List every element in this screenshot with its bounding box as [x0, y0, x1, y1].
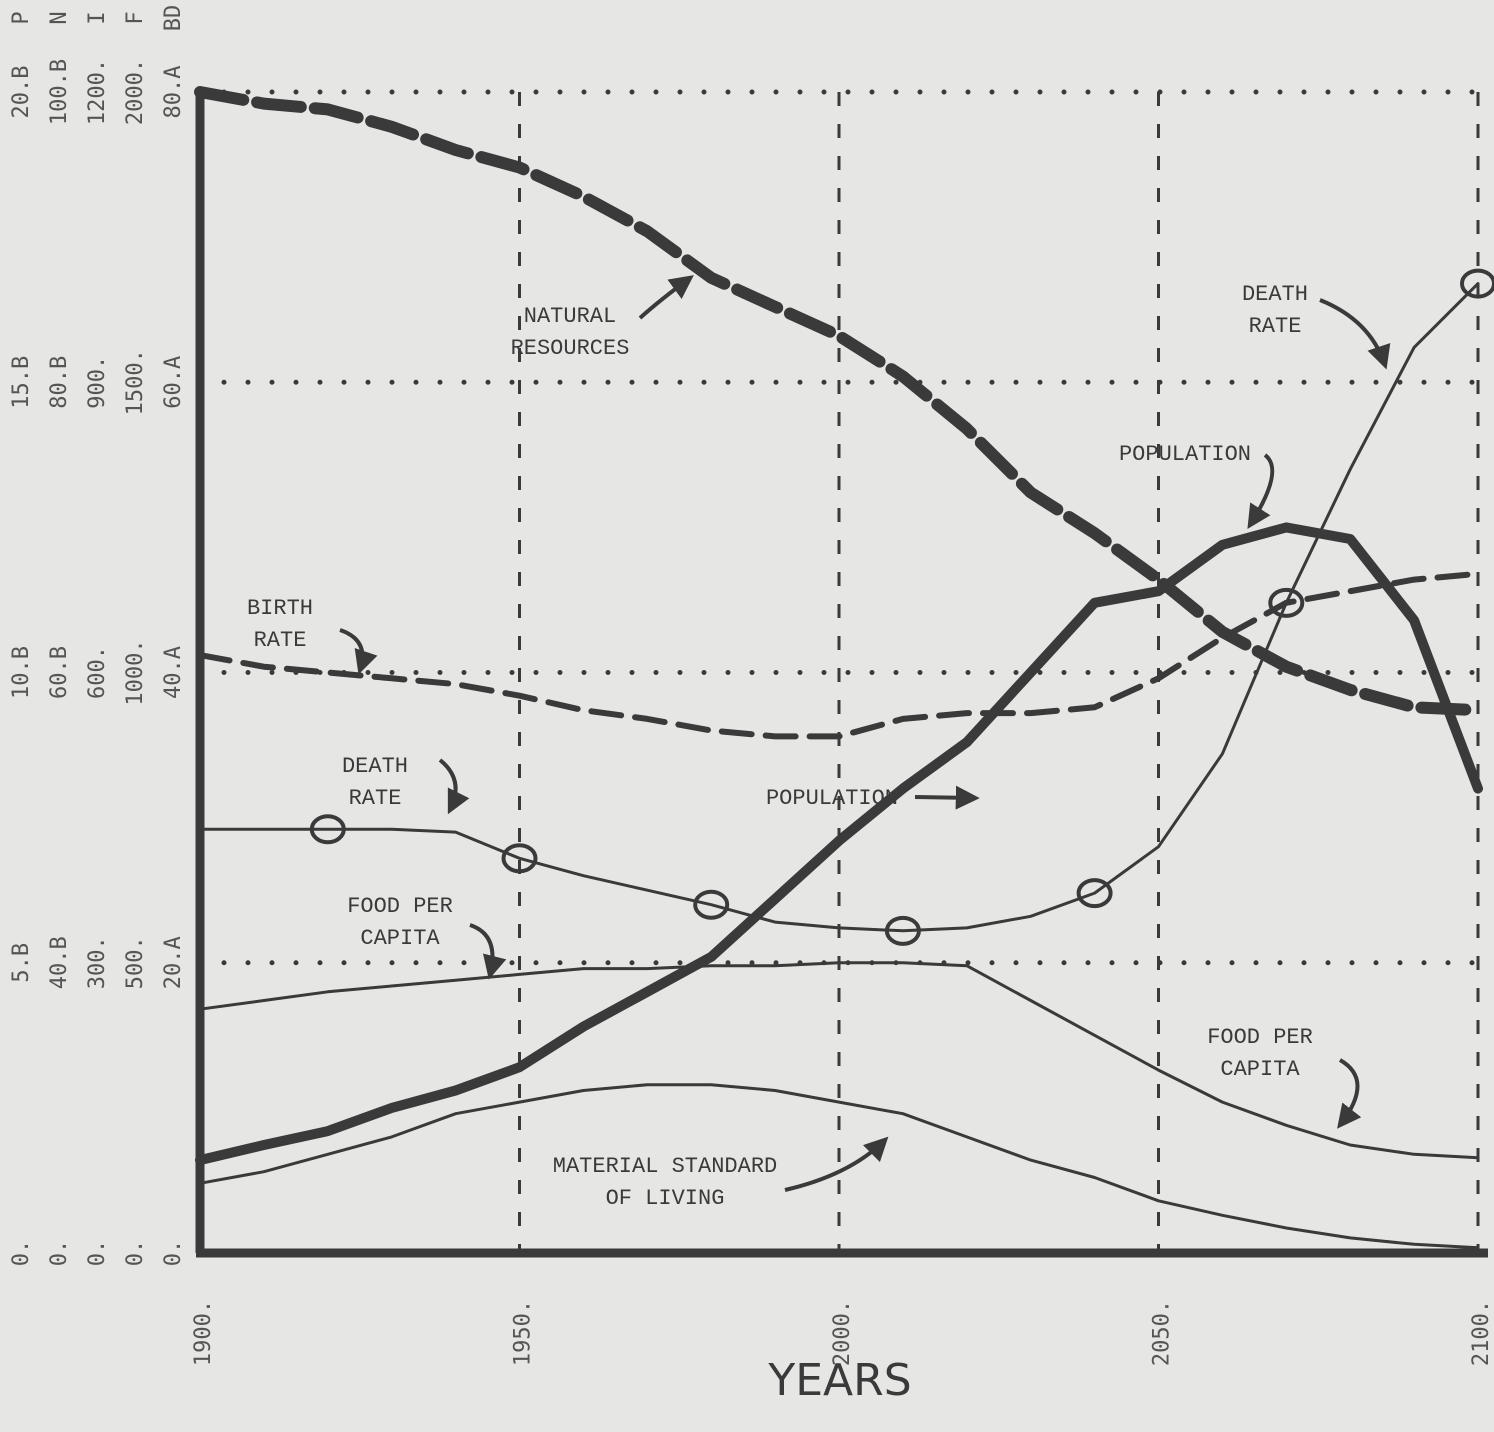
series-marker: [501, 843, 538, 874]
y-tick-label: 20.A: [161, 936, 186, 989]
y-tick-label: 600.: [85, 646, 110, 699]
x-tick-label: 2100.: [1469, 1300, 1494, 1366]
y-tick-label: 1500.: [123, 349, 148, 415]
y-scale-name: F: [123, 11, 148, 24]
y-tick-label: 0.: [85, 1240, 110, 1267]
annotation: FOOD PER: [347, 894, 453, 919]
y-scale-name: N: [47, 11, 72, 24]
x-tick-label: 2000.: [830, 1300, 855, 1366]
annotation-arrow: [469, 923, 507, 980]
annotation: POPULATION: [766, 786, 898, 811]
x-tick-label: 1950.: [511, 1300, 536, 1366]
x-axis-label: YEARS: [767, 1355, 911, 1406]
annotation-arrow: [339, 628, 378, 675]
series-marker: [309, 814, 346, 845]
annotation-arrow: [1247, 453, 1275, 530]
y-tick-label: 60.A: [161, 356, 186, 409]
y-tick-label: 2000.: [123, 59, 148, 125]
series-line: [198, 961, 1480, 1160]
y-tick-label: 5.B: [9, 943, 34, 983]
y-tick-label: 40.B: [47, 936, 72, 989]
series-line: [197, 570, 1481, 740]
series-marker: [693, 889, 730, 920]
annotation: RATE: [349, 786, 402, 811]
y-tick-label: 15.B: [9, 356, 34, 409]
y-tick-label: 60.B: [47, 646, 72, 699]
annotation-arrow: [638, 275, 694, 320]
y-tick-label: 100.B: [47, 59, 72, 125]
y-tick-label: 40.A: [161, 646, 186, 699]
annotation: NATURAL: [524, 304, 616, 329]
annotation: FOOD PER: [1207, 1025, 1313, 1050]
annotation: RATE: [254, 628, 307, 653]
series-marker: [884, 915, 921, 946]
annotation: MATERIAL STANDARD: [553, 1154, 777, 1179]
series-marker: [1076, 878, 1113, 909]
annotation: RESOURCES: [511, 336, 630, 361]
series-line: [198, 1083, 1480, 1250]
y-tick-label: 0.: [47, 1240, 72, 1267]
x-tick-label: 2050.: [1150, 1300, 1175, 1366]
y-scale-name: P: [9, 11, 34, 24]
annotation: RATE: [1249, 314, 1302, 339]
annotation: CAPITA: [1220, 1057, 1300, 1082]
annotation-arrow: [1337, 1058, 1362, 1129]
annotation: POPULATION: [1119, 442, 1251, 467]
y-tick-label: 500.: [123, 936, 148, 989]
y-tick-label: 0.: [161, 1240, 186, 1267]
series-line: [198, 282, 1480, 933]
annotation: DEATH: [1242, 282, 1308, 307]
y-tick-label: 900.: [85, 356, 110, 409]
annotation: OF LIVING: [606, 1186, 725, 1211]
annotation: DEATH: [342, 754, 408, 779]
y-scale-name: I: [85, 11, 110, 24]
x-tick-label: 1900.: [191, 1300, 216, 1366]
series-line: [195, 522, 1483, 1166]
y-tick-label: 20.B: [9, 66, 34, 119]
y-tick-label: 0.: [123, 1240, 148, 1267]
annotation-arrow: [1319, 298, 1391, 370]
y-tick-label: 1000.: [123, 639, 148, 705]
annotation-arrow: [438, 758, 470, 815]
series-marker: [1268, 587, 1305, 618]
y-tick-label: 300.: [85, 936, 110, 989]
y-tick-label: 80.A: [161, 66, 186, 119]
series-marker: [1460, 268, 1494, 299]
y-tick-label: 0.: [9, 1240, 34, 1267]
y-tick-label: 80.B: [47, 356, 72, 409]
annotation-arrow: [784, 1136, 889, 1192]
annotation-arrow: [914, 785, 980, 810]
annotation: BIRTH: [247, 596, 313, 621]
annotation: CAPITA: [360, 926, 440, 951]
y-tick-label: 10.B: [9, 646, 34, 699]
y-tick-label: 1200.: [85, 59, 110, 125]
y-scale-name: BD: [161, 5, 186, 32]
